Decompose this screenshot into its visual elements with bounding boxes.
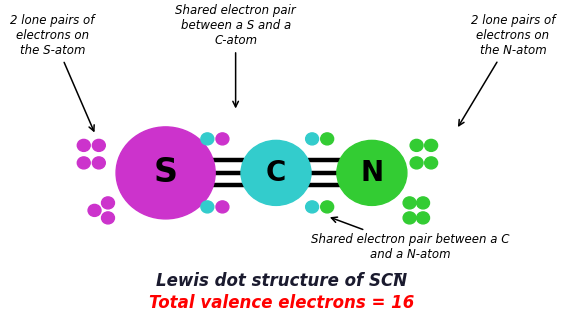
Ellipse shape bbox=[306, 201, 319, 213]
Text: −: − bbox=[392, 267, 403, 280]
Ellipse shape bbox=[410, 157, 423, 169]
Ellipse shape bbox=[77, 139, 90, 151]
Ellipse shape bbox=[403, 197, 416, 209]
Text: Shared electron pair between a C
and a N-atom: Shared electron pair between a C and a N… bbox=[311, 217, 510, 261]
Text: 2 lone pairs of
electrons on
the N-atom: 2 lone pairs of electrons on the N-atom bbox=[459, 14, 555, 126]
Ellipse shape bbox=[216, 133, 229, 145]
Ellipse shape bbox=[102, 197, 115, 209]
Ellipse shape bbox=[425, 139, 437, 151]
Ellipse shape bbox=[410, 139, 423, 151]
Text: Lewis dot structure of SCN: Lewis dot structure of SCN bbox=[156, 271, 407, 289]
Ellipse shape bbox=[201, 201, 214, 213]
Ellipse shape bbox=[216, 201, 229, 213]
Ellipse shape bbox=[116, 127, 215, 219]
Text: C: C bbox=[266, 159, 286, 187]
Ellipse shape bbox=[92, 157, 105, 169]
Text: N: N bbox=[360, 159, 384, 187]
Ellipse shape bbox=[201, 133, 214, 145]
Ellipse shape bbox=[92, 139, 105, 151]
Ellipse shape bbox=[88, 204, 101, 216]
Ellipse shape bbox=[403, 212, 416, 224]
Ellipse shape bbox=[337, 140, 407, 205]
Ellipse shape bbox=[416, 197, 429, 209]
Ellipse shape bbox=[425, 157, 437, 169]
Ellipse shape bbox=[321, 133, 334, 145]
Text: S: S bbox=[154, 156, 177, 189]
Text: 2 lone pairs of
electrons on
the S-atom: 2 lone pairs of electrons on the S-atom bbox=[10, 14, 95, 131]
Ellipse shape bbox=[241, 140, 311, 205]
Text: Shared electron pair
between a S and a
C-atom: Shared electron pair between a S and a C… bbox=[175, 4, 296, 107]
Text: Total valence electrons = 16: Total valence electrons = 16 bbox=[149, 294, 414, 312]
Ellipse shape bbox=[416, 212, 429, 224]
Ellipse shape bbox=[321, 201, 334, 213]
Ellipse shape bbox=[77, 157, 90, 169]
Ellipse shape bbox=[102, 212, 115, 224]
Ellipse shape bbox=[306, 133, 319, 145]
